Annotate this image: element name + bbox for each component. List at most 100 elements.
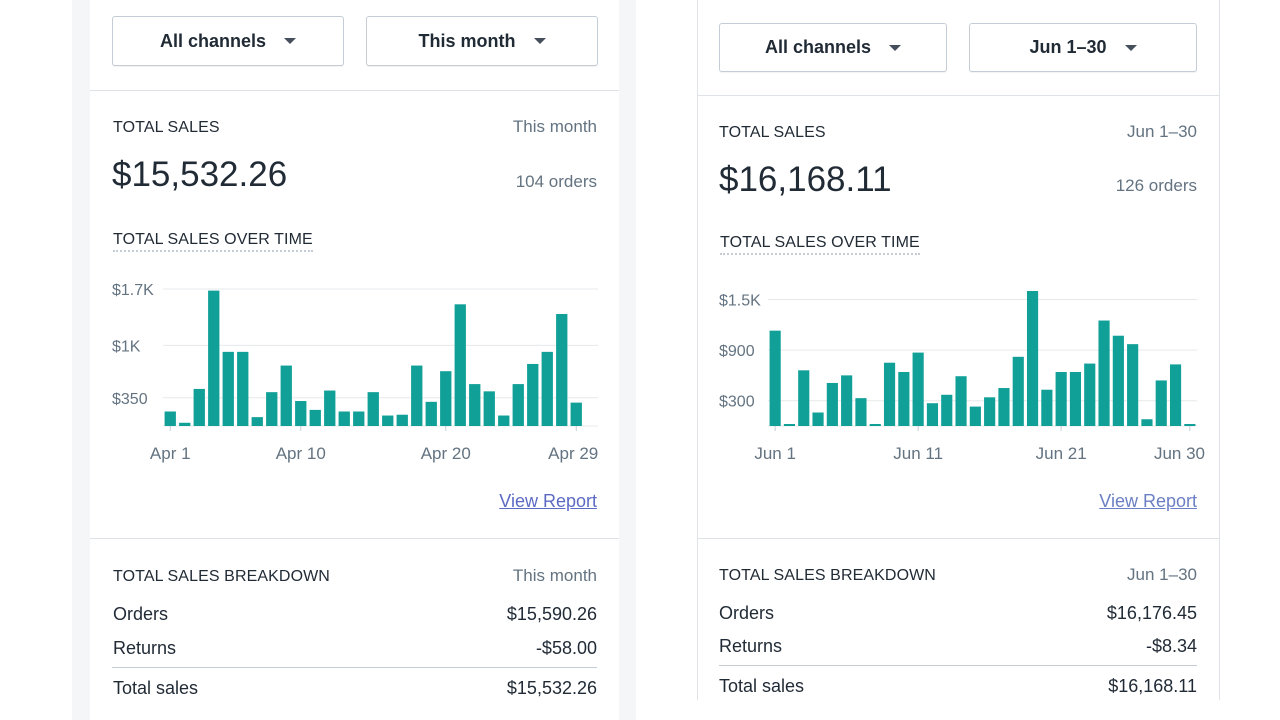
sales-over-time-label[interactable]: TOTAL SALES OVER TIME	[720, 234, 920, 255]
bar	[295, 401, 307, 426]
returns-row-label: Returns	[113, 638, 177, 658]
bar	[1041, 389, 1053, 426]
bar	[266, 392, 278, 426]
returns-row-value: -$8.34	[1145, 636, 1197, 656]
channel-filter-label: All channels	[159, 30, 267, 51]
bar	[179, 422, 191, 426]
y-tick-label: $300	[719, 394, 755, 411]
bar	[541, 351, 553, 426]
bar	[912, 352, 924, 426]
breakdown-label: TOTAL SALES BREAKDOWN	[719, 567, 936, 584]
total-sales-row-value: $16,168.11	[1108, 676, 1197, 696]
chevron-down-icon	[533, 38, 546, 44]
total-sales-label: TOTAL SALES	[113, 119, 220, 136]
orders-row-label: Orders	[719, 603, 775, 623]
orders-row-label: Orders	[113, 604, 169, 624]
bar	[1026, 291, 1039, 426]
y-tick-label: $1.5K	[719, 292, 761, 309]
bar	[367, 392, 379, 426]
left-gutter	[72, 0, 90, 720]
totals-divider	[112, 667, 597, 668]
bar	[1055, 372, 1067, 426]
view-report-link[interactable]: View Report	[499, 491, 597, 511]
orders-count: 104 orders	[515, 172, 597, 191]
totals-divider	[719, 665, 1197, 666]
bar	[208, 290, 220, 426]
chevron-down-icon	[889, 44, 902, 51]
chevron-down-icon	[1124, 44, 1137, 51]
bar	[498, 415, 510, 426]
bar	[955, 376, 967, 426]
bar	[1184, 424, 1196, 426]
bar	[512, 384, 524, 426]
bar	[425, 401, 437, 426]
breakdown-period: Jun 1–30	[1127, 565, 1197, 584]
bar	[1084, 363, 1096, 426]
bar	[1127, 344, 1139, 426]
bar	[338, 411, 350, 426]
bar	[1169, 364, 1182, 426]
bar	[769, 330, 781, 426]
bar	[454, 304, 466, 426]
returns-row-label: Returns	[719, 636, 783, 656]
total-sales-amount: $15,532.26	[112, 155, 288, 194]
total-sales-label: TOTAL SALES	[719, 124, 826, 141]
bar	[898, 372, 910, 426]
bar	[1069, 372, 1082, 426]
divider	[698, 538, 1219, 539]
left-sales-card: All channels This month TOTAL SALES This…	[90, 0, 619, 720]
bar	[969, 406, 981, 426]
date-filter-dropdown[interactable]: This month	[366, 16, 598, 66]
bar	[382, 415, 394, 426]
bar	[1155, 380, 1167, 426]
bar	[280, 365, 292, 426]
x-tick-label: Jun 1	[754, 444, 796, 463]
bar	[396, 414, 408, 426]
orders-row-value: $15,590.26	[506, 604, 597, 624]
date-filter-label: Jun 1–30	[1029, 37, 1107, 57]
divider	[90, 538, 619, 539]
bar	[309, 409, 321, 426]
divider	[698, 95, 1219, 96]
y-tick-label: $900	[719, 343, 755, 360]
bar	[527, 363, 539, 426]
period-label: Jun 1–30	[1127, 122, 1197, 141]
bar	[1141, 419, 1153, 426]
bar	[469, 384, 481, 426]
bar	[222, 351, 234, 426]
bar	[164, 411, 176, 426]
y-tick-label: $1K	[112, 338, 141, 355]
sales-over-time-chart: $1.5K $900 $300 Jun 1 Jun 11 Jun 21 Jun 30	[719, 291, 1205, 463]
bar	[855, 398, 867, 426]
chevron-down-icon	[284, 38, 297, 44]
bar	[826, 382, 838, 426]
bar	[883, 362, 896, 426]
bar	[1098, 320, 1110, 426]
bar	[984, 397, 996, 426]
sales-over-time-label[interactable]: TOTAL SALES OVER TIME	[113, 231, 313, 252]
bar	[798, 370, 810, 426]
period-label: This month	[512, 117, 597, 136]
bar	[556, 313, 568, 426]
x-tick-label: Jun 30	[1154, 444, 1205, 463]
bar	[440, 371, 452, 426]
breakdown-label: TOTAL SALES BREAKDOWN	[113, 568, 330, 585]
channel-filter-dropdown[interactable]: All channels	[719, 23, 947, 72]
bar	[1112, 335, 1124, 426]
view-report-link[interactable]: View Report	[1099, 491, 1197, 511]
returns-row-value: -$58.00	[535, 638, 597, 658]
x-tick-label: Apr 1	[150, 444, 191, 463]
bar	[193, 388, 205, 426]
channel-filter-dropdown[interactable]: All channels	[112, 16, 344, 66]
bar	[998, 388, 1010, 426]
bar	[353, 411, 365, 426]
y-tick-label: $1.7K	[112, 282, 154, 299]
bar	[324, 390, 336, 426]
date-filter-label: This month	[418, 30, 516, 51]
bar	[1012, 356, 1024, 426]
bar	[869, 424, 881, 426]
bar	[783, 424, 796, 426]
total-sales-amount: $16,168.11	[719, 160, 892, 199]
date-filter-dropdown[interactable]: Jun 1–30	[969, 23, 1197, 72]
divider	[90, 90, 619, 91]
